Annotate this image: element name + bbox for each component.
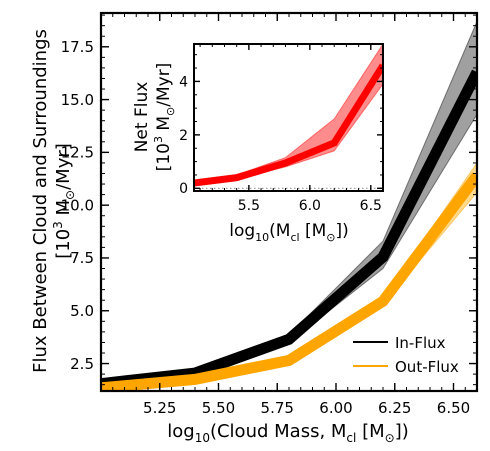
main-plot: 5.25 5.50 5.75 6.00 6.25 6.50 2.55.07.510.012… (30, 11, 479, 445)
x-tick-label: 6.5 (360, 198, 382, 214)
inset-x-axis-label: log10(Mcl [M⊙]) (229, 221, 349, 244)
x-tick-label: 5.25 (143, 399, 176, 417)
legend: In-Flux Out-Flux (353, 334, 459, 376)
x-tick-label: 6.50 (437, 399, 470, 417)
inset-y-axis-label-line1: Net Flux (132, 82, 152, 153)
y-tick-label: 10.0 (61, 196, 94, 214)
x-tick-label: 5.50 (202, 399, 235, 417)
y-tick-label: 12.5 (61, 144, 94, 162)
inset-y-tick-labels: 0 2 4 (179, 74, 188, 197)
main-y-tick-labels: 2.5 5.0 7.5 10.0 12.5 15.0 17.5 (61, 38, 94, 373)
inset-x-tick-labels: 5.5 6.0 6.5 (238, 198, 382, 214)
inset-y-axis-label: Net Flux [103 M⊙/Myr] (132, 63, 177, 172)
x-tick-label: 6.00 (319, 399, 352, 417)
y-tick-label: 2.5 (70, 355, 94, 373)
y-tick-label: 4 (179, 74, 188, 90)
main-y-axis-label-line2: [103 M⊙/Myr] (51, 143, 77, 259)
y-tick-label: 0 (179, 181, 188, 197)
y-tick-label: 2 (179, 128, 188, 144)
main-x-axis-label: log10(Cloud Mass, Mcl [M⊙]) (167, 421, 409, 445)
y-tick-label: 5.0 (70, 302, 94, 320)
main-ticks (100, 13, 478, 391)
inset-plot: 5.5 6.0 6.5 0 2 4 log10(Mcl [M⊙]) Net Flux [… (132, 43, 384, 244)
x-tick-label: 6.0 (299, 198, 321, 214)
inset-ticks (194, 44, 384, 191)
y-tick-label: 17.5 (61, 38, 94, 56)
inset-plot-frame (193, 43, 384, 192)
x-tick-label: 6.25 (378, 399, 411, 417)
y-tick-label: 7.5 (70, 249, 94, 267)
legend-label-in-flux: In-Flux (395, 334, 446, 352)
x-tick-label: 5.5 (238, 198, 260, 214)
inset-y-axis-label-line2: [103 M⊙/Myr] (152, 63, 177, 172)
main-x-tick-labels: 5.25 5.50 5.75 6.00 6.25 6.50 (143, 399, 470, 417)
main-y-axis-label: Flux Between Cloud and Surroundings [103… (30, 29, 77, 373)
legend-label-out-flux: Out-Flux (395, 358, 459, 376)
y-tick-label: 15.0 (61, 91, 94, 109)
x-tick-label: 5.75 (261, 399, 294, 417)
main-y-axis-label-line1: Flux Between Cloud and Surroundings (30, 29, 51, 373)
